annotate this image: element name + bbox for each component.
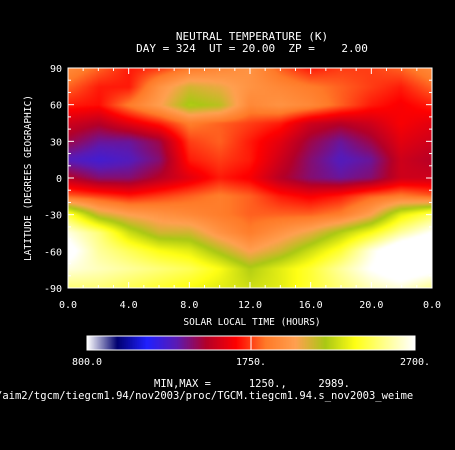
colorbar-ticks: 800.0 1750. 2700. bbox=[72, 336, 430, 368]
x-axis-label: SOLAR LOCAL TIME (HOURS) bbox=[183, 317, 320, 328]
y-axis-ticks: 90 60 30 0 -30 -60 -90 bbox=[44, 64, 432, 295]
y-tick-label: 60 bbox=[50, 101, 62, 112]
heatmap-plot bbox=[68, 68, 432, 288]
y-tick-label: -30 bbox=[44, 211, 62, 222]
x-tick-label: 0.0 bbox=[59, 300, 77, 311]
colorbar-tick-label: 2700. bbox=[400, 357, 430, 368]
min-max-readout: MIN,MAX = 1250., 2989. bbox=[154, 378, 350, 390]
y-axis-label: LATITUDE (DEGREES GEOGRAPHIC) bbox=[23, 95, 34, 261]
colorbar-tick-label: 1750. bbox=[236, 357, 266, 368]
y-tick-label: -60 bbox=[44, 247, 62, 258]
x-tick-label: 0.0 bbox=[423, 300, 441, 311]
chart-subtitle: DAY = 324 UT = 20.00 ZP = 2.00 bbox=[136, 42, 368, 55]
source-path: /aim2/tgcm/tiegcm1.94/nov2003/proc/TGCM.… bbox=[0, 390, 413, 402]
colorbar: 800.0 1750. 2700. bbox=[72, 335, 430, 368]
colorbar-tick-label: 800.0 bbox=[72, 357, 102, 368]
x-tick-label: 8.0 bbox=[180, 300, 198, 311]
y-tick-label: -90 bbox=[44, 284, 62, 295]
heatmap-image bbox=[68, 68, 432, 288]
y-tick-label: 30 bbox=[50, 137, 62, 148]
chart-title: NEUTRAL TEMPERATURE (K) bbox=[176, 30, 328, 43]
y-tick-label: 90 bbox=[50, 64, 62, 75]
x-tick-label: 16.0 bbox=[299, 300, 323, 311]
x-tick-label: 4.0 bbox=[120, 300, 138, 311]
x-axis-ticks: 0.0 4.0 8.0 12.0 16.0 20.0 0.0 bbox=[59, 68, 441, 311]
x-tick-label: 20.0 bbox=[359, 300, 383, 311]
x-tick-label: 12.0 bbox=[238, 300, 262, 311]
y-tick-label: 0 bbox=[56, 174, 62, 185]
